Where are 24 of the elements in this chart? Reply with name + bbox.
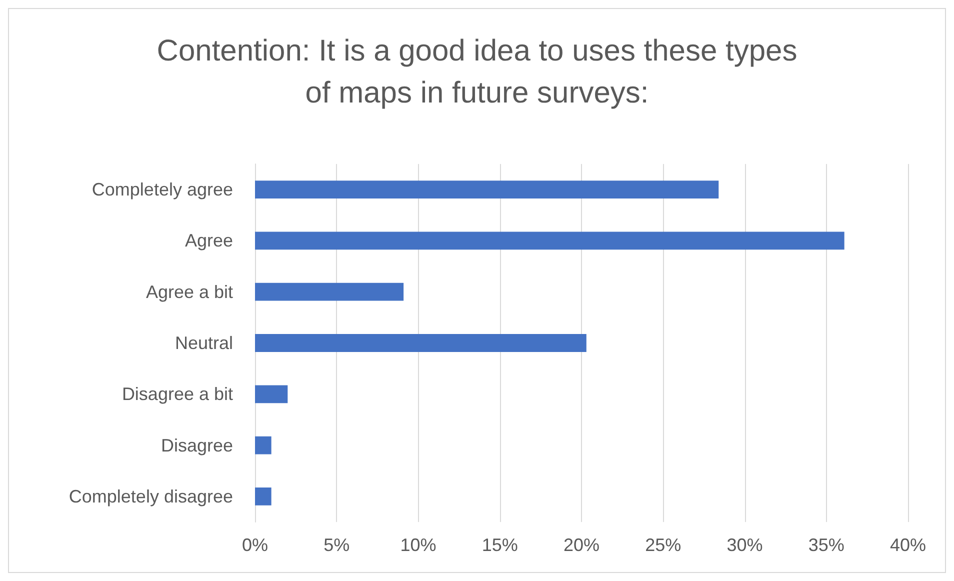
y-tick-label: Agree a bit: [146, 282, 233, 302]
y-tick-label: Disagree a bit: [122, 384, 233, 404]
x-tick-label: 20%: [563, 535, 600, 555]
x-tick-label: 40%: [890, 535, 926, 555]
bar: [255, 334, 586, 352]
x-tick-label: 35%: [808, 535, 844, 555]
x-tick-label: 25%: [645, 535, 682, 555]
y-tick-label: Completely agree: [92, 180, 233, 200]
bar: [255, 180, 719, 199]
y-tick-label: Completely disagree: [68, 486, 233, 506]
chart-title: Contention: It is a good idea to uses these types of maps in future surveys:: [156, 34, 798, 110]
bar: [255, 232, 844, 250]
x-tick-label: 5%: [324, 535, 350, 555]
x-tick-label: 0%: [242, 535, 268, 555]
bar: [255, 436, 272, 454]
x-tick-label: 15%: [482, 535, 518, 555]
x-tick-label: 30%: [726, 535, 763, 555]
y-tick-label: Agree: [184, 230, 233, 251]
bar: [255, 385, 288, 404]
x-tick-label: 10%: [400, 535, 436, 555]
y-tick-label: Neutral: [174, 333, 233, 353]
y-tick-label: Disagree: [160, 435, 233, 456]
bar: [255, 282, 404, 301]
bar: [255, 487, 272, 506]
